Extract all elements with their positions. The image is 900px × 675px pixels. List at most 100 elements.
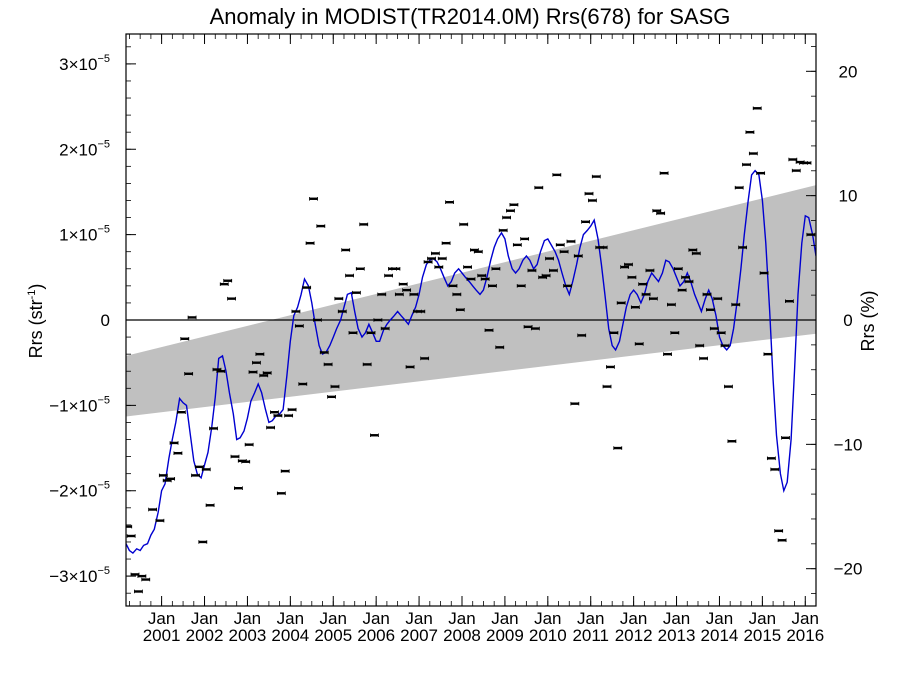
- data-point-101: [491, 266, 501, 271]
- x-tick-year-15: 2016: [786, 626, 824, 645]
- data-point-13: [176, 410, 186, 415]
- data-point-37: [262, 371, 272, 375]
- data-point-41: [276, 491, 286, 496]
- data-point-87: [441, 241, 451, 245]
- data-point-151: [670, 331, 680, 335]
- x-tick-year-13: 2014: [701, 626, 739, 645]
- data-point-22: [209, 426, 218, 431]
- data-point-178: [766, 456, 776, 461]
- data-point-73: [391, 266, 401, 271]
- chart-title: Anomaly in MODIST(TR2014.0M) Rrs(678) fo…: [210, 4, 731, 29]
- data-point-66: [366, 331, 376, 335]
- data-point-105: [506, 208, 515, 213]
- data-point-67: [370, 433, 379, 438]
- data-point-64: [359, 222, 369, 227]
- x-tick-month-0: Jan: [148, 609, 175, 628]
- left-tick-label-exponent: −5: [97, 138, 110, 150]
- data-point-38: [266, 425, 276, 430]
- data-point-100: [488, 284, 497, 288]
- data-point-61: [348, 331, 358, 335]
- data-point-117: [548, 268, 558, 273]
- data-point-45: [291, 309, 301, 314]
- data-point-188: [802, 161, 812, 165]
- data-point-26: [223, 278, 233, 283]
- data-point-86: [437, 256, 447, 261]
- data-point-84: [430, 251, 440, 256]
- x-tick-month-11: Jan: [620, 609, 647, 628]
- data-point-158: [695, 343, 705, 348]
- plot-area: [126, 106, 816, 594]
- data-point-15: [184, 371, 194, 376]
- data-point-47: [298, 382, 308, 386]
- data-point-40: [273, 413, 283, 418]
- data-point-183: [784, 299, 794, 304]
- data-point-154: [681, 275, 690, 280]
- data-point-156: [688, 248, 698, 252]
- x-tick-year-6: 2007: [400, 626, 438, 645]
- data-point-115: [541, 273, 551, 278]
- left-tick-label-exponent: −5: [97, 565, 110, 577]
- data-point-141: [634, 342, 644, 346]
- data-point-139: [627, 275, 637, 280]
- data-point-52: [316, 224, 326, 228]
- data-point-116: [545, 256, 554, 261]
- data-point-127: [584, 191, 594, 196]
- data-point-133: [606, 365, 615, 369]
- data-point-113: [534, 185, 544, 190]
- data-point-77: [405, 365, 415, 369]
- data-point-96: [473, 249, 483, 254]
- x-tick-month-13: Jan: [706, 609, 733, 628]
- data-point-121: [563, 284, 572, 288]
- data-point-11: [169, 441, 179, 445]
- data-point-109: [520, 237, 530, 241]
- data-point-157: [691, 251, 701, 256]
- x-tick-year-14: 2015: [743, 626, 781, 645]
- data-point-174: [752, 106, 762, 111]
- left-tick-label-mantissa: −1×10: [49, 396, 97, 415]
- data-point-43: [284, 413, 294, 418]
- data-point-54: [323, 362, 333, 367]
- left-tick-label-6: 3×10−5: [59, 53, 110, 74]
- data-point-8: [158, 473, 168, 478]
- x-tick-year-0: 2001: [143, 626, 181, 645]
- data-point-176: [759, 271, 769, 275]
- x-tick-year-11: 2012: [615, 626, 653, 645]
- data-point-159: [699, 356, 708, 361]
- data-point-119: [555, 243, 565, 247]
- axes: −3×10−5−2×10−5−1×10−501×10−52×10−53×10−5…: [49, 33, 862, 645]
- data-point-140: [630, 305, 640, 309]
- data-point-148: [659, 171, 669, 175]
- data-point-76: [402, 288, 412, 292]
- data-point-164: [716, 331, 726, 335]
- data-point-120: [559, 249, 569, 254]
- x-tick-year-9: 2010: [529, 626, 567, 645]
- left-tick-label-0: −3×10−5: [49, 565, 110, 586]
- data-point-69: [377, 292, 387, 297]
- y-axis-left-label: Rrs (str-1): [26, 284, 46, 359]
- data-point-12: [173, 451, 183, 455]
- data-point-6: [148, 507, 158, 512]
- x-tick-month-9: Jan: [534, 609, 561, 628]
- data-point-63: [355, 266, 365, 271]
- data-point-177: [763, 352, 773, 356]
- left-tick-label-3: 0: [101, 311, 110, 330]
- data-point-16: [187, 315, 197, 320]
- data-point-146: [652, 208, 662, 213]
- data-point-94: [466, 277, 476, 281]
- data-point-92: [459, 222, 469, 227]
- x-tick-month-7: Jan: [448, 609, 475, 628]
- data-point-149: [663, 352, 672, 356]
- data-point-21: [205, 503, 215, 508]
- data-point-126: [581, 220, 590, 224]
- x-tick-month-6: Jan: [405, 609, 432, 628]
- y-axis-right-label: Rrs (%): [858, 291, 878, 352]
- left-tick-label-mantissa: −3×10: [49, 567, 97, 586]
- data-point-81: [420, 356, 430, 361]
- x-tick-year-10: 2011: [572, 626, 609, 645]
- data-point-51: [312, 318, 322, 322]
- data-point-180: [774, 529, 784, 533]
- data-point-58: [337, 309, 347, 314]
- data-point-99: [484, 328, 494, 333]
- data-point-102: [495, 345, 505, 350]
- data-point-152: [673, 266, 683, 271]
